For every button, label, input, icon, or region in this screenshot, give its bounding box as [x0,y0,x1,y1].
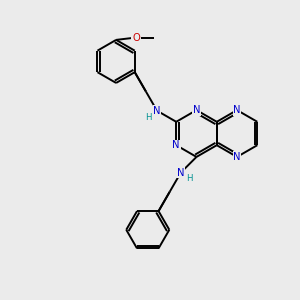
Text: H: H [145,113,152,122]
Text: N: N [233,105,241,115]
Text: N: N [233,152,241,162]
Text: O: O [132,32,140,43]
Text: N: N [172,140,180,150]
Text: N: N [153,106,161,116]
Text: H: H [187,173,193,182]
Text: N: N [177,168,184,178]
Text: N: N [193,105,200,115]
